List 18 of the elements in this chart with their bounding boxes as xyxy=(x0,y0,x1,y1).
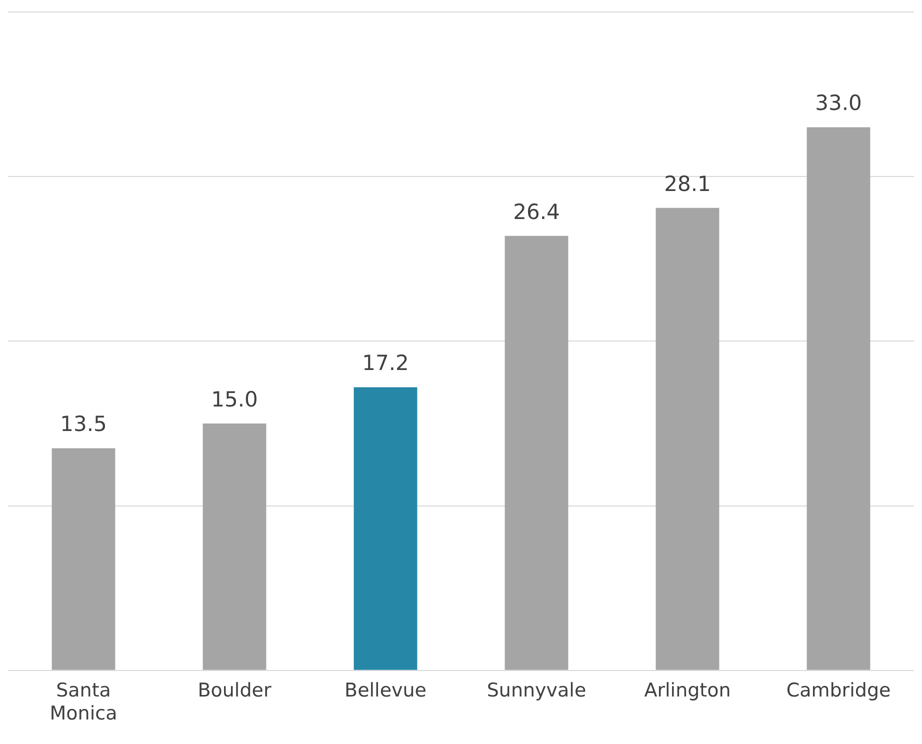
data-label: 17.2 xyxy=(362,351,409,376)
x-tick-label: Cambridge xyxy=(786,680,891,702)
data-label: 28.1 xyxy=(664,172,711,196)
data-label: 26.4 xyxy=(513,200,560,224)
data-label: 13.5 xyxy=(60,412,107,436)
data-label: 15.0 xyxy=(211,387,258,412)
bar xyxy=(52,448,116,670)
x-tick-label: Sunnyvale xyxy=(486,680,586,702)
bar xyxy=(806,127,870,670)
x-tick-label: Arlington xyxy=(644,680,731,702)
data-label: 33.0 xyxy=(815,91,862,116)
x-tick-label: Santa Monica xyxy=(50,680,118,725)
bar xyxy=(504,236,568,670)
bar xyxy=(202,424,266,670)
x-tick-label: Boulder xyxy=(198,680,272,702)
bar xyxy=(656,208,720,670)
bar xyxy=(354,387,418,670)
x-tick-label: Bellevue xyxy=(344,680,426,702)
